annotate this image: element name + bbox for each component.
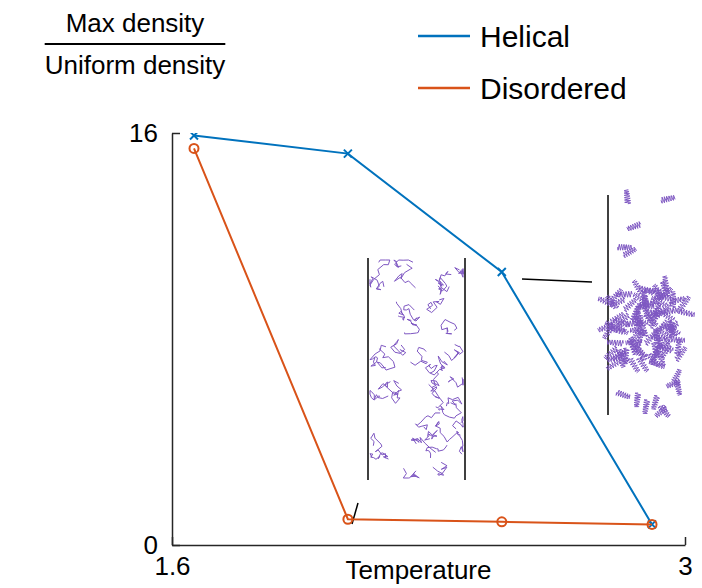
inset-chain — [391, 340, 406, 356]
inset-chain — [405, 319, 420, 334]
plot-area — [189, 133, 656, 529]
inset-chain — [618, 244, 632, 250]
inset-chain — [394, 260, 413, 267]
inset — [352, 190, 694, 524]
inset-chain — [431, 387, 443, 408]
inset-chain — [448, 377, 463, 387]
inset-chain — [403, 468, 419, 478]
inset-chain — [661, 195, 675, 203]
inset-chain — [370, 391, 388, 401]
inset-chain — [633, 292, 648, 304]
series-line — [194, 136, 652, 525]
leader-line — [522, 279, 592, 282]
inset-chain — [435, 277, 446, 294]
inset-chain — [654, 405, 667, 417]
inset-chain — [648, 313, 658, 329]
inset-chain — [651, 296, 666, 307]
chart: 1.6 3 0 16 Temperature Max density Uniform den… — [0, 0, 702, 588]
tick: 16 — [129, 118, 180, 148]
inset-chain — [651, 396, 659, 410]
legend-swatch — [418, 35, 470, 38]
inset-chain — [639, 286, 655, 296]
inset-chain — [607, 340, 623, 346]
inset-chain — [416, 413, 441, 430]
inset-chain — [627, 358, 639, 373]
inset-chain — [609, 326, 625, 334]
tick-label: 3 — [678, 551, 692, 581]
inset-chain — [663, 308, 679, 315]
inset-chain — [425, 430, 438, 440]
fraction-bar — [45, 43, 226, 45]
inset-chain — [392, 381, 402, 404]
legend-swatch — [418, 87, 470, 90]
inset-chain — [675, 347, 687, 362]
inset-chain — [644, 331, 657, 346]
y-axis-title: Uniform density — [45, 50, 226, 80]
tick-mark — [172, 545, 180, 547]
inset-wall — [367, 258, 369, 480]
marker — [344, 150, 352, 158]
inset-chain — [394, 264, 415, 288]
inset-chain — [652, 343, 663, 358]
inset-chain — [627, 222, 641, 231]
inset-chain — [404, 305, 420, 321]
tick-label: 1.6 — [154, 551, 190, 581]
inset-chain — [371, 433, 386, 458]
marker — [497, 517, 506, 526]
y-axis: 0 16 — [129, 118, 180, 560]
axis-line — [173, 545, 686, 547]
inset-chain — [669, 336, 685, 343]
marker — [190, 133, 198, 140]
inset-chain — [604, 346, 618, 360]
tick-label: 0 — [144, 530, 158, 560]
tick-label: 16 — [129, 118, 158, 148]
inset-chain — [643, 400, 650, 414]
inset-chain — [624, 190, 631, 204]
legend: Helical Disordered — [418, 20, 627, 105]
inset-chain — [439, 403, 462, 418]
inset-chain — [446, 397, 461, 406]
inset-chain — [616, 390, 630, 399]
inset-chain — [411, 437, 436, 452]
inset-chain — [665, 324, 680, 336]
inset-chain — [370, 345, 386, 366]
y-axis-title: Max density — [66, 8, 205, 38]
inset-chain — [438, 356, 447, 370]
inset-chain — [649, 359, 665, 369]
axis-line — [172, 134, 174, 546]
tick-mark — [172, 133, 180, 135]
inset-chain — [433, 462, 447, 475]
inset-chain — [616, 313, 629, 327]
inset-chain — [610, 289, 623, 303]
inset-chain — [666, 379, 680, 388]
x-axis-title: Temperature — [346, 555, 492, 585]
marker — [189, 144, 198, 153]
inset-chain — [425, 365, 442, 375]
inset-chain — [669, 296, 685, 304]
tick-mark — [685, 537, 687, 545]
inset-chain — [630, 306, 640, 322]
inset-wall — [464, 258, 466, 480]
inset-chain — [455, 268, 463, 278]
inset-chain — [396, 302, 404, 320]
marker — [343, 515, 352, 524]
tick: 0 — [144, 530, 180, 560]
inset-chain — [427, 298, 444, 312]
tick: 3 — [678, 537, 692, 581]
inset-chain — [659, 287, 673, 300]
inset-chain — [635, 332, 643, 348]
inset-chain — [634, 393, 641, 407]
inset-chain — [444, 345, 463, 361]
inset-chain — [377, 349, 395, 370]
marker — [648, 520, 657, 529]
inset-chain — [410, 347, 427, 365]
marker — [498, 268, 506, 276]
inset-chain — [441, 320, 457, 334]
legend-label: Helical — [480, 20, 570, 53]
inset-chain — [370, 277, 384, 290]
series-line — [194, 148, 652, 524]
legend-label: Disordered — [480, 72, 627, 105]
inset-chain — [435, 422, 460, 443]
